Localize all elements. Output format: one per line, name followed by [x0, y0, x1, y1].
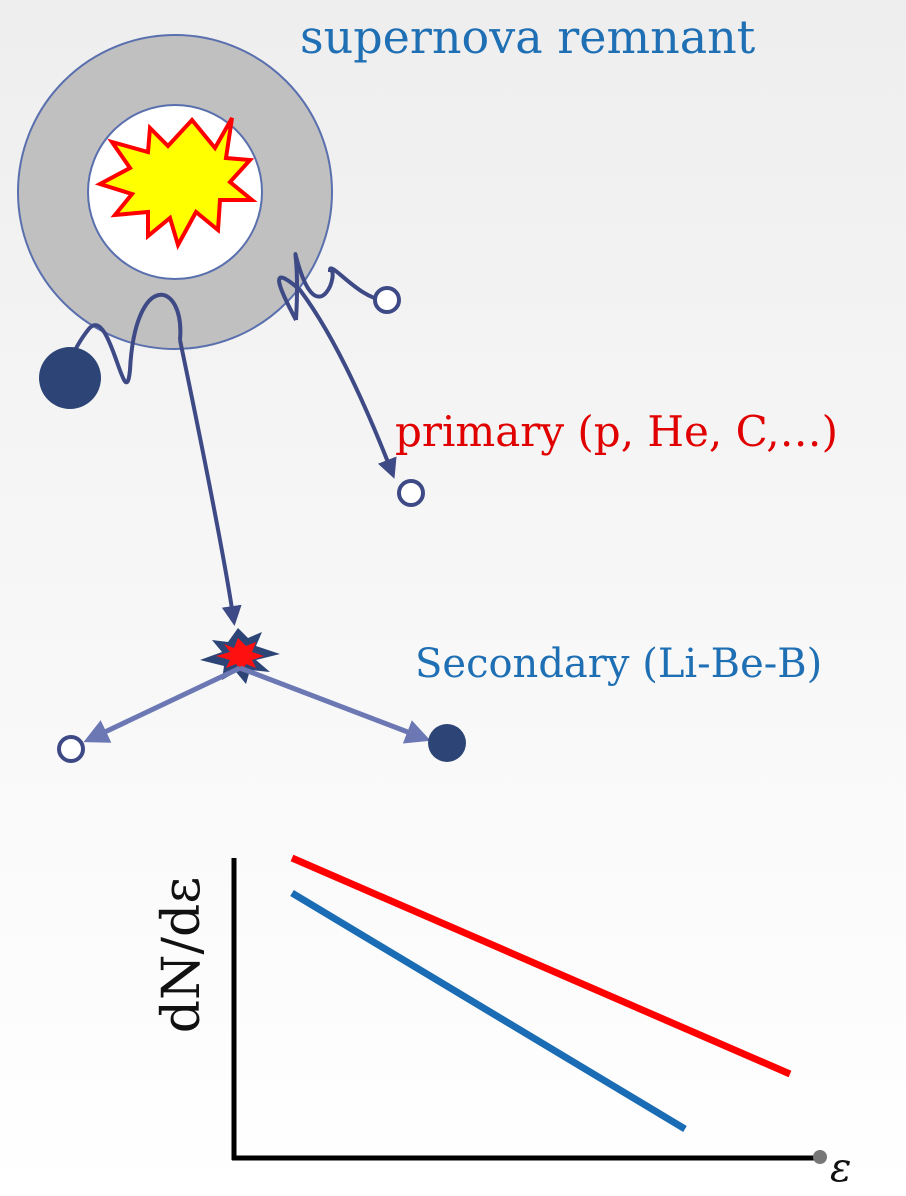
light-particle-lower — [397, 479, 425, 507]
light-particle-upper — [373, 286, 401, 314]
supernova-remnant-label: supernova remnant — [300, 10, 756, 64]
spectrum-x-label: ε — [830, 1145, 852, 1191]
spectrum-line-secondary — [290, 889, 687, 1133]
light-particle-secondary — [57, 735, 85, 763]
trajectory-to-collision — [178, 339, 242, 626]
spectrum-y-label: dN/dε — [152, 876, 212, 1034]
x-axis-end-dot — [813, 1150, 827, 1164]
heavy-particle-left — [39, 347, 101, 409]
secondary-label: Secondary (Li-Be-B) — [415, 641, 823, 687]
spectrum-line-primary — [290, 854, 792, 1078]
trajectory-right-lower — [277, 275, 397, 479]
collision-burst-inner-icon — [216, 638, 264, 672]
trajectory-left — [68, 292, 183, 385]
trajectory-right-upper — [293, 252, 386, 321]
primary-label: primary (p, He, C,…) — [395, 407, 838, 456]
secondary-trajectory-right — [239, 665, 431, 744]
explosion-star-icon — [94, 116, 258, 251]
secondary-trajectory-left — [83, 665, 242, 743]
heavy-particle-secondary — [428, 724, 466, 762]
